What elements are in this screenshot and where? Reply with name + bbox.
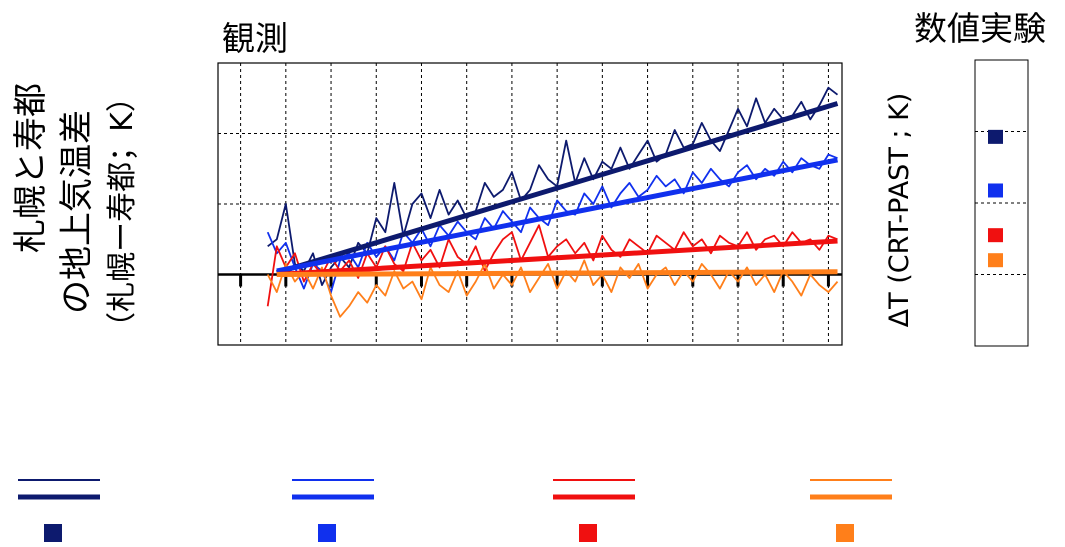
- trend-line: [276, 238, 838, 277]
- inset-marker: [988, 228, 1003, 243]
- legend-marker: [318, 524, 336, 542]
- legend-marker: [579, 524, 597, 542]
- inset-plot-frame: [974, 59, 1029, 347]
- trend-line: [276, 269, 838, 277]
- main-plot: [217, 62, 843, 346]
- inset-y-label: ΔT (CRT-PAST ; K): [884, 93, 915, 328]
- main-chart-title: 観測: [222, 19, 288, 58]
- legend-marker: [836, 524, 854, 542]
- inset-marker: [988, 129, 1003, 144]
- inset-marker: [988, 183, 1003, 198]
- main-y-label-line1: 札幌と寿都: [11, 83, 51, 253]
- trend-line: [276, 157, 838, 274]
- main-y-label-line2: の地上気温差: [57, 110, 97, 314]
- main-plot-frame: [217, 62, 843, 346]
- series-line: [266, 224, 838, 307]
- legend-marker: [44, 524, 62, 542]
- inset-marker: [988, 253, 1003, 268]
- inset-chart-title: 数値実験: [914, 9, 1046, 48]
- main-y-label-line3: （札幌ー寿都；K）: [105, 82, 140, 342]
- trend-line: [276, 101, 839, 276]
- legend: [18, 479, 892, 542]
- inset-plot: [974, 59, 1029, 347]
